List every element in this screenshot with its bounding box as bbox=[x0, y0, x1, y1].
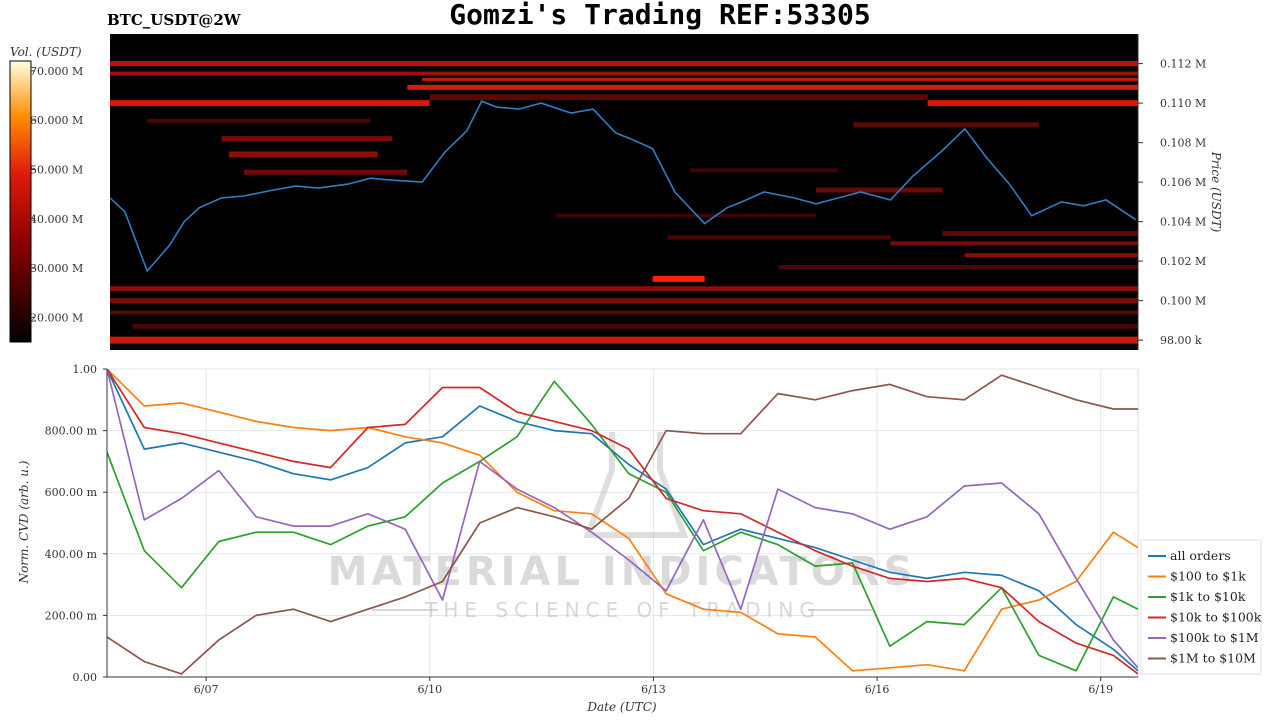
price-tick-label: 0.102 M bbox=[1160, 255, 1206, 268]
cvd-series-line bbox=[107, 369, 1138, 675]
legend-entry-label: $1M to $10M bbox=[1170, 651, 1256, 666]
heatmap-band bbox=[429, 94, 928, 101]
cvd-y-tick-label: 600.00 m bbox=[45, 486, 98, 499]
cvd-y-tick-label: 400.00 m bbox=[45, 548, 98, 561]
cvd-series-line bbox=[107, 369, 1138, 672]
cvd-plot-area bbox=[106, 368, 1139, 678]
cvd-y-tick-label: 200.00 m bbox=[45, 609, 98, 622]
heatmap-band bbox=[422, 77, 1138, 81]
legend-box bbox=[1140, 539, 1262, 675]
colorbar-tick-label: 60.000 M bbox=[30, 114, 83, 127]
heatmap-band bbox=[110, 100, 430, 107]
cvd-y-tick-label: 800.00 m bbox=[45, 425, 98, 438]
cvd-x-tick-label: 6/13 bbox=[641, 683, 666, 696]
legend-entry-label: $100k to $1M bbox=[1170, 630, 1259, 645]
heatmap-band bbox=[942, 230, 1138, 236]
heatmap-band bbox=[407, 84, 1138, 90]
heatmap-band bbox=[652, 275, 705, 282]
chart-title: Gomzi's Trading REF:53305 bbox=[449, 0, 870, 31]
heatmap-band bbox=[110, 298, 1138, 304]
heatmap-band bbox=[555, 213, 817, 218]
legend: all orders $100 to $1k $1k to $10k $10k to … bbox=[1140, 539, 1262, 675]
heatmap-band bbox=[778, 265, 1138, 270]
price-tick-label: 0.100 M bbox=[1160, 295, 1206, 308]
flask-icon bbox=[583, 432, 689, 538]
cvd-series-line bbox=[107, 374, 1138, 675]
cvd-x-axis-label: Date (UTC) bbox=[586, 700, 656, 714]
price-tick-label: 0.112 M bbox=[1160, 58, 1206, 71]
cvd-x-tick-label: 6/07 bbox=[194, 683, 219, 696]
legend-entry-label: $1k to $10k bbox=[1170, 589, 1246, 604]
colorbar-tick-label: 20.000 M bbox=[30, 311, 83, 324]
cvd-panel: MATERIAL INDICATORS THE SCIENCE OF TRADI… bbox=[17, 363, 1139, 714]
colorbar-tick-label: 30.000 M bbox=[30, 262, 83, 275]
colorbar-label: Vol. (USDT) bbox=[10, 45, 82, 59]
heatmap-band bbox=[110, 71, 1138, 76]
colorbar-tick-label: 40.000 M bbox=[30, 213, 83, 226]
cvd-y-axis-label: Norm. CVD (arb. u.) bbox=[17, 460, 31, 584]
heatmap-band bbox=[853, 122, 1040, 128]
cvd-y-tick-label: 0.00 bbox=[73, 671, 98, 684]
price-tick-label: 0.108 M bbox=[1160, 137, 1206, 150]
heatmap-band bbox=[110, 310, 1138, 315]
heatmap-band bbox=[890, 241, 1138, 246]
legend-entry-label: $100 to $1k bbox=[1170, 569, 1246, 584]
cvd-x-tick-label: 6/16 bbox=[865, 683, 890, 696]
cvd-x-tick-label: 6/19 bbox=[1088, 683, 1113, 696]
heatmap-band bbox=[132, 323, 1138, 329]
heatmap-band bbox=[221, 136, 393, 142]
heatmap-band bbox=[816, 187, 943, 193]
heatmap-band bbox=[689, 168, 839, 173]
heatmap-band bbox=[147, 118, 371, 123]
legend-entry-label: $10k to $100k bbox=[1170, 610, 1262, 625]
colorbar-gradient bbox=[9, 60, 32, 343]
cvd-x-tick-label: 6/10 bbox=[417, 683, 442, 696]
price-tick-label: 98.00 k bbox=[1160, 334, 1202, 347]
cvd-series-line bbox=[107, 380, 1138, 672]
price-tick-label: 0.104 M bbox=[1160, 216, 1206, 229]
heatmap-band bbox=[110, 61, 1138, 67]
heatmap-band bbox=[243, 169, 408, 175]
colorbar: Vol. (USDT) 70.000 M 60.000 M 50.000 M 40.0… bbox=[9, 45, 83, 343]
heatmap-bands bbox=[110, 61, 1138, 344]
heatmap-panel: 0.112 M 0.110 M 0.108 M 0.106 M 0.104 M 0.102… bbox=[110, 34, 1223, 350]
watermark-subtitle: THE SCIENCE OF TRADING bbox=[424, 598, 821, 622]
heatmap-band bbox=[110, 286, 1138, 292]
heatmap-band bbox=[228, 151, 378, 158]
symbol-label: BTC_USDT@2W bbox=[107, 11, 242, 29]
legend-entry-label: all orders bbox=[1170, 548, 1231, 563]
price-tick-label: 0.110 M bbox=[1160, 97, 1206, 110]
watermark-title: MATERIAL INDICATORS bbox=[328, 549, 917, 595]
heatmap-band bbox=[964, 253, 1138, 258]
price-line bbox=[110, 100, 1137, 273]
cvd-series-line bbox=[107, 369, 1138, 672]
heatmap-band bbox=[110, 336, 1138, 344]
cvd-series-line bbox=[107, 369, 1138, 669]
heatmap-band bbox=[667, 235, 891, 240]
cvd-y-tick-label: 1.00 bbox=[73, 363, 98, 376]
price-tick-label: 0.106 M bbox=[1160, 176, 1206, 189]
colorbar-tick-label: 70.000 M bbox=[30, 65, 83, 78]
heatmap-band bbox=[927, 100, 1138, 107]
price-axis-label: Price (USDT) bbox=[1209, 151, 1223, 233]
colorbar-tick-label: 50.000 M bbox=[30, 163, 83, 176]
